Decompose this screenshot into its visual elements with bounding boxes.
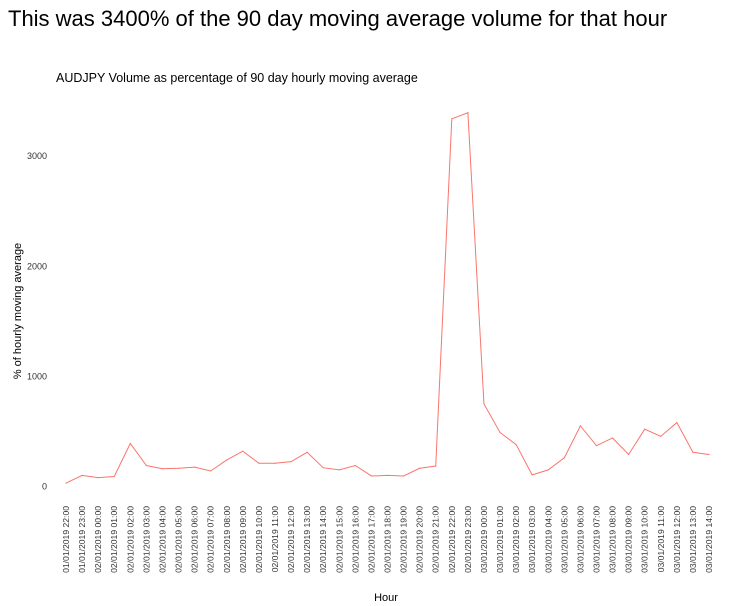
x-tick-label: 02/01/2019 17:00 bbox=[366, 506, 376, 573]
x-tick-label: 03/01/2019 03:00 bbox=[527, 506, 537, 573]
x-tick-label: 02/01/2019 14:00 bbox=[318, 506, 328, 573]
x-tick-label: 02/01/2019 21:00 bbox=[431, 506, 441, 573]
x-tick-label: 02/01/2019 22:00 bbox=[447, 506, 457, 573]
data-point bbox=[145, 464, 147, 467]
x-tick-label: 03/01/2019 12:00 bbox=[672, 506, 682, 573]
y-axis-title: % of hourly moving average bbox=[12, 243, 24, 379]
series-group bbox=[65, 112, 710, 484]
x-tick-label: 03/01/2019 09:00 bbox=[624, 506, 634, 573]
x-tick-label: 03/01/2019 01:00 bbox=[495, 506, 505, 573]
y-tick-label: 3000 bbox=[27, 151, 47, 161]
x-tick-label: 02/01/2019 13:00 bbox=[302, 506, 312, 573]
data-point bbox=[515, 443, 517, 446]
y-tick-label: 2000 bbox=[27, 261, 47, 271]
data-point bbox=[435, 465, 437, 467]
x-tick-label: 03/01/2019 00:00 bbox=[479, 506, 489, 573]
data-point bbox=[274, 462, 276, 464]
x-tick-label: 03/01/2019 07:00 bbox=[591, 506, 601, 573]
data-point bbox=[660, 435, 662, 437]
data-point bbox=[242, 450, 244, 452]
data-point bbox=[611, 437, 614, 439]
data-point bbox=[708, 453, 710, 456]
x-tick-label: 02/01/2019 23:00 bbox=[463, 506, 473, 573]
x-tick-label: 02/01/2019 15:00 bbox=[334, 506, 344, 573]
data-point bbox=[386, 474, 389, 476]
x-tick-label: 03/01/2019 05:00 bbox=[559, 506, 569, 573]
data-point bbox=[531, 474, 533, 476]
x-tick-label: 02/01/2019 18:00 bbox=[383, 506, 393, 573]
x-tick-label: 02/01/2019 09:00 bbox=[238, 506, 248, 573]
x-tick-label: 02/01/2019 05:00 bbox=[174, 506, 184, 573]
y-tick-label: 0 bbox=[42, 481, 47, 491]
data-point bbox=[306, 451, 308, 453]
x-tick-label: 03/01/2019 04:00 bbox=[543, 506, 553, 573]
x-tick-label: 03/01/2019 08:00 bbox=[608, 506, 618, 573]
x-tick-label: 03/01/2019 11:00 bbox=[656, 506, 666, 572]
x-tick-label: 02/01/2019 00:00 bbox=[93, 506, 103, 573]
x-tick-label: 01/01/2019 23:00 bbox=[77, 506, 87, 573]
x-tick-label: 01/01/2019 22:00 bbox=[61, 506, 71, 573]
data-point bbox=[113, 475, 115, 478]
data-point bbox=[547, 469, 549, 471]
data-point bbox=[419, 467, 421, 469]
data-point bbox=[226, 459, 228, 461]
x-tick-label: 02/01/2019 04:00 bbox=[157, 506, 167, 573]
data-point bbox=[644, 428, 646, 430]
data-point bbox=[451, 118, 453, 120]
series-line bbox=[65, 112, 710, 484]
data-point bbox=[563, 457, 565, 459]
x-tick-label: 03/01/2019 02:00 bbox=[511, 506, 521, 573]
x-tick-label: 03/01/2019 14:00 bbox=[704, 506, 714, 573]
data-point bbox=[370, 475, 373, 477]
x-tick-label: 02/01/2019 08:00 bbox=[222, 506, 232, 573]
data-point bbox=[322, 467, 324, 469]
x-tick-label: 03/01/2019 06:00 bbox=[575, 506, 585, 573]
data-point bbox=[467, 112, 469, 114]
data-point bbox=[692, 451, 694, 453]
x-tick-label: 03/01/2019 13:00 bbox=[688, 506, 698, 573]
x-axis-ticks: 01/01/2019 22:00 01/01/2019 23:00 02/01/20… bbox=[61, 506, 714, 573]
data-point bbox=[499, 431, 501, 434]
x-tick-label: 02/01/2019 03:00 bbox=[141, 506, 151, 573]
data-point bbox=[97, 476, 99, 479]
x-tick-label: 02/01/2019 06:00 bbox=[190, 506, 200, 573]
x-tick-label: 02/01/2019 20:00 bbox=[415, 506, 425, 573]
y-tick-label: 1000 bbox=[27, 371, 47, 381]
x-tick-label: 02/01/2019 01:00 bbox=[109, 506, 119, 573]
data-point bbox=[177, 467, 180, 469]
data-point bbox=[676, 421, 678, 424]
chart-title: AUDJPY Volume as percentage of 90 day ho… bbox=[56, 71, 418, 85]
data-point bbox=[579, 425, 582, 427]
x-tick-label: 02/01/2019 19:00 bbox=[399, 506, 409, 573]
x-tick-label: 02/01/2019 11:00 bbox=[270, 506, 280, 572]
x-tick-label: 02/01/2019 10:00 bbox=[254, 506, 264, 573]
data-point bbox=[258, 462, 260, 464]
data-point bbox=[402, 475, 405, 477]
x-tick-label: 02/01/2019 07:00 bbox=[206, 506, 216, 573]
data-point bbox=[65, 482, 67, 484]
x-tick-label: 02/01/2019 02:00 bbox=[125, 506, 135, 573]
y-axis-ticks: 0 1000 2000 3000 bbox=[27, 151, 47, 491]
data-point bbox=[354, 464, 356, 467]
data-point bbox=[210, 470, 212, 472]
data-point bbox=[290, 461, 292, 463]
headline: This was 3400% of the 90 day moving aver… bbox=[8, 6, 668, 31]
data-point bbox=[81, 474, 83, 476]
data-point bbox=[194, 466, 196, 468]
data-point bbox=[595, 445, 598, 447]
x-axis-title: Hour bbox=[374, 592, 398, 604]
data-point bbox=[483, 403, 485, 405]
x-tick-label: 03/01/2019 10:00 bbox=[640, 506, 650, 573]
data-point bbox=[161, 468, 164, 470]
data-point bbox=[129, 442, 131, 445]
data-point bbox=[338, 469, 340, 471]
x-tick-label: 02/01/2019 12:00 bbox=[286, 506, 296, 573]
data-point bbox=[628, 453, 630, 456]
x-tick-label: 02/01/2019 16:00 bbox=[350, 506, 360, 573]
